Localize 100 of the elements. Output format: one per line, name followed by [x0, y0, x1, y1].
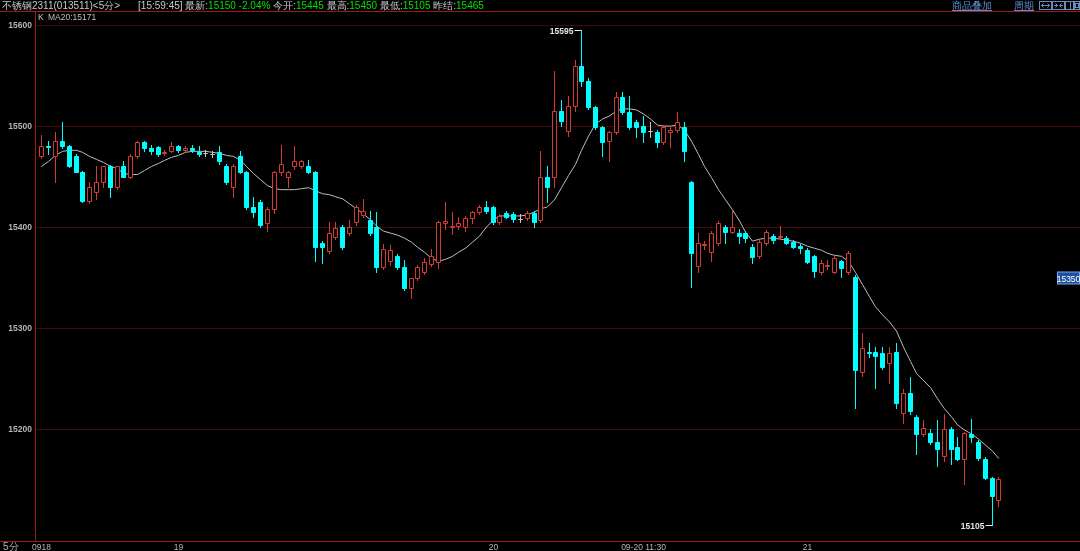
candlestick — [716, 220, 721, 247]
candlestick — [846, 250, 851, 276]
candlestick — [791, 239, 796, 250]
candlestick — [101, 165, 106, 189]
candlestick — [778, 225, 783, 240]
candlestick — [279, 144, 284, 177]
candlestick — [668, 125, 673, 149]
candlestick — [115, 165, 120, 191]
x-tick-label: 09-20 11:30 — [621, 542, 667, 551]
candlestick — [990, 476, 995, 527]
candlestick — [347, 219, 352, 237]
candlestick — [197, 145, 202, 158]
candlestick — [661, 124, 666, 146]
candlestick — [354, 204, 359, 227]
candlestick — [381, 243, 386, 271]
candlestick — [402, 259, 407, 292]
candlestick — [299, 159, 304, 170]
candlestick — [525, 210, 530, 222]
candlestick — [620, 91, 625, 116]
candlestick — [306, 159, 311, 175]
y-tick-label: 15500 — [8, 121, 33, 132]
candlestick — [504, 210, 509, 220]
candlestick — [53, 131, 58, 184]
text: 周期 — [1014, 0, 1034, 11]
candlestick — [388, 244, 393, 267]
candlestick — [641, 115, 646, 144]
candlestick — [901, 388, 906, 425]
candlestick — [361, 198, 366, 219]
candlestick — [962, 431, 967, 486]
candlestick — [887, 346, 892, 385]
x-tick-label: 20 — [488, 542, 499, 551]
candlestick — [484, 200, 489, 215]
candlestick — [566, 95, 571, 138]
chart-title: 不锈钢2311(013511)<5分> — [2, 0, 121, 11]
candlestick — [87, 181, 92, 205]
candlestick — [286, 170, 291, 189]
candlestick — [757, 239, 762, 260]
candlestick — [607, 130, 612, 163]
candlestick — [149, 144, 154, 156]
candlestick — [443, 201, 448, 231]
candlestick — [135, 140, 140, 160]
y-tick-label: 15300 — [8, 322, 33, 333]
text: 商品叠加 — [952, 0, 992, 11]
x-tick-label: 19 — [173, 542, 184, 551]
candlestick — [942, 413, 947, 463]
candlestick — [94, 165, 99, 201]
candlestick — [46, 140, 51, 156]
x-axis-title: 5分 — [3, 541, 19, 551]
candlestick — [217, 145, 222, 166]
candlestick — [538, 150, 543, 224]
candlestick — [709, 230, 714, 263]
candlestick — [914, 414, 919, 456]
candlestick — [156, 145, 161, 158]
candlestick — [682, 121, 687, 163]
candlestick — [497, 213, 502, 226]
candlestick — [935, 419, 940, 468]
candlestick — [784, 235, 789, 246]
candlestick — [511, 211, 516, 224]
legend-title: K — [38, 12, 44, 22]
candlestick — [395, 253, 400, 271]
candlestick — [894, 342, 899, 410]
text: 15105 — [960, 520, 985, 531]
candlestick — [429, 248, 434, 268]
candlestick — [812, 254, 817, 279]
candlestick — [805, 247, 810, 265]
candlestick — [579, 29, 584, 88]
candlestick — [996, 476, 1001, 508]
x-tick-label: 21 — [802, 542, 813, 551]
candlestick — [675, 111, 680, 134]
candlestick — [559, 99, 564, 128]
candlestick — [655, 129, 660, 149]
candlestick — [162, 149, 167, 157]
x-tick-label: 0918 — [32, 542, 52, 551]
candlestick — [880, 346, 885, 371]
candlestick — [67, 144, 72, 169]
candlestick — [798, 243, 803, 255]
candlestick — [730, 210, 735, 235]
candlestick — [60, 121, 65, 150]
candlestick — [470, 210, 475, 225]
text: MA20:15171 — [48, 12, 97, 22]
candlestick — [545, 165, 550, 204]
candlestick — [627, 95, 632, 131]
candlestick — [586, 77, 591, 111]
candlestick — [648, 121, 653, 139]
candlestick — [340, 224, 345, 251]
candlestick — [832, 255, 837, 275]
candlestick — [183, 145, 188, 154]
y-tick-label: 15200 — [8, 423, 33, 434]
candlestick — [552, 70, 557, 189]
candlestick — [313, 170, 318, 263]
candlestick — [908, 376, 913, 416]
candlestick — [614, 91, 619, 136]
candlestick — [771, 233, 776, 245]
candlestick — [108, 164, 113, 199]
candlestick — [723, 224, 728, 245]
candlestick — [231, 163, 236, 199]
candlestick — [921, 419, 926, 438]
candlestick — [928, 428, 933, 446]
candlestick — [292, 145, 297, 171]
candlestick — [839, 259, 844, 279]
